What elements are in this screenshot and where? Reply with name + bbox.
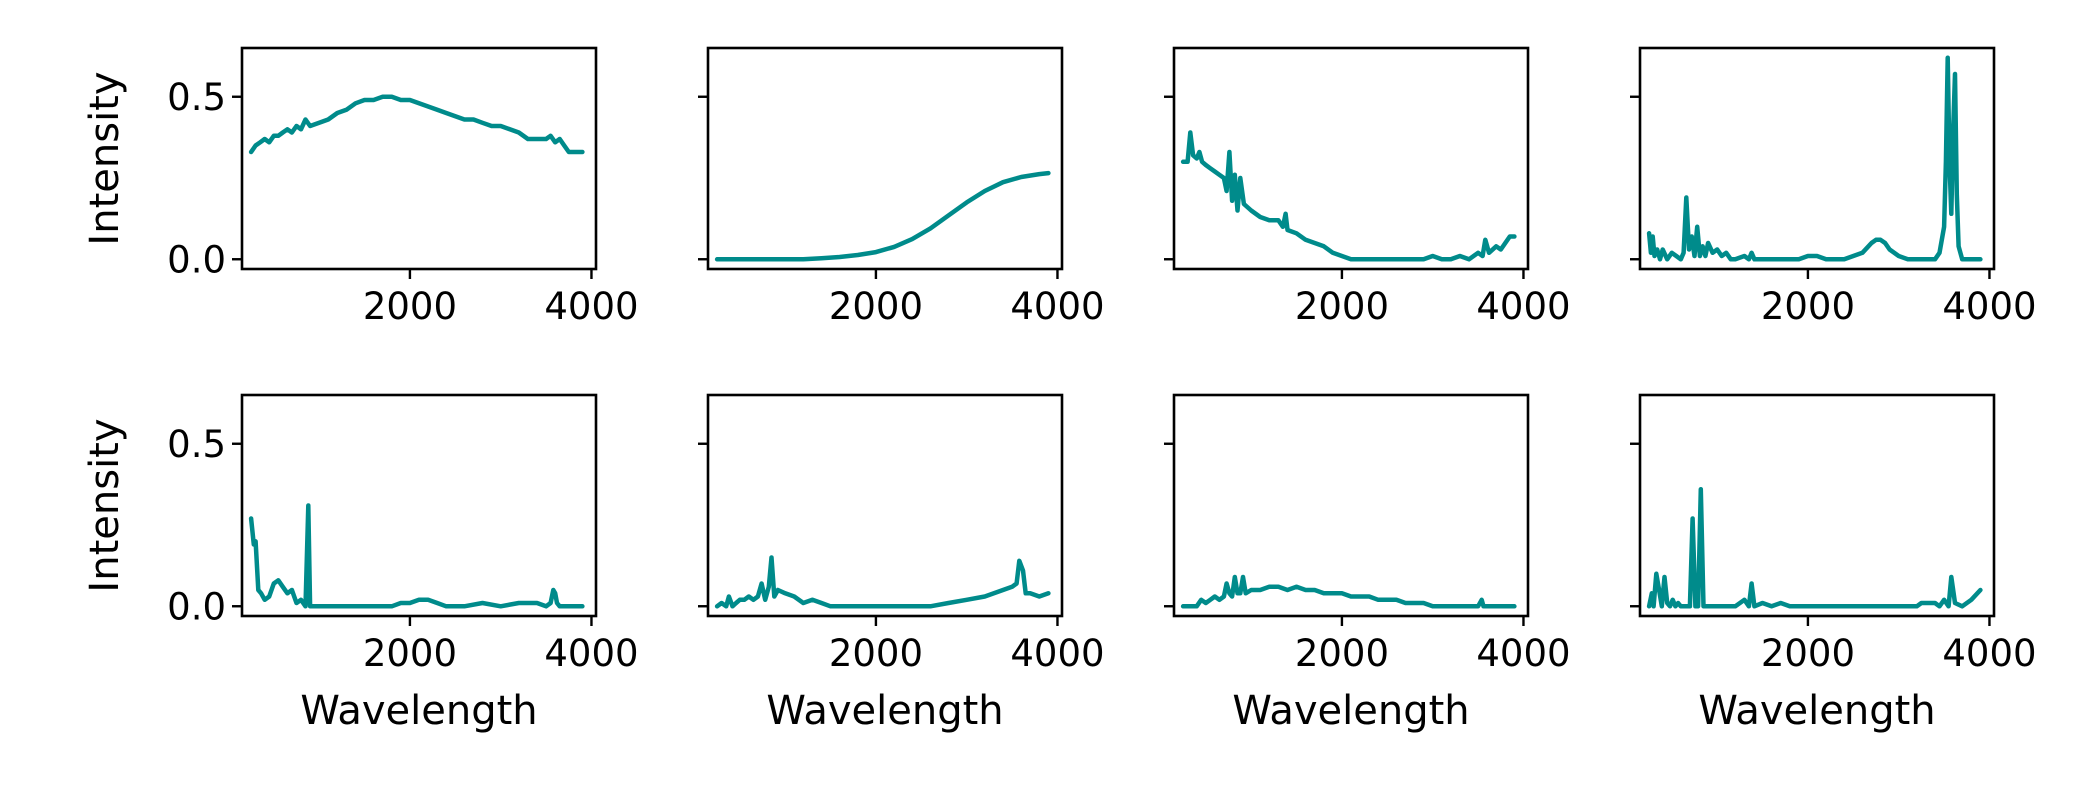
x-tick-label: 4000	[544, 285, 638, 328]
y-tick-label: 0.0	[167, 238, 226, 281]
series-line	[1646, 487, 1983, 609]
x-tick-label: 2000	[1295, 632, 1389, 675]
x-tick-label: 2000	[829, 285, 923, 328]
axes-frame	[1172, 393, 1530, 618]
series-line	[248, 94, 585, 155]
x-tick-label: 2000	[1761, 632, 1855, 675]
subplot-r0c1: 2000 4000	[698, 46, 1105, 328]
axes-frame	[1172, 46, 1530, 271]
y-tick-label: 0.5	[167, 76, 226, 119]
x-tick-label: 4000	[1010, 285, 1104, 328]
x-tick-label: 4000	[1010, 632, 1104, 675]
x-tick-label: 4000	[1476, 285, 1570, 328]
x-tick-label: 2000	[829, 632, 923, 675]
subplot-r1c0: 2000 4000 0.0 0.5 Wavelength Intensity	[82, 393, 639, 734]
axes-frame	[1638, 393, 1996, 618]
axes-frame	[240, 393, 598, 618]
y-axis-label: Intensity	[82, 418, 128, 592]
x-tick-label: 2000	[363, 632, 457, 675]
y-tick-label: 0.5	[167, 423, 226, 466]
series-line	[248, 503, 585, 609]
axes-frame	[706, 393, 1064, 618]
subplot-r0c2: 2000 4000	[1164, 46, 1571, 328]
y-axis-label: Intensity	[82, 71, 128, 245]
x-axis-label: Wavelength	[1698, 688, 1935, 734]
x-tick-label: 4000	[544, 632, 638, 675]
x-axis-label: Wavelength	[1232, 688, 1469, 734]
x-tick-label: 2000	[363, 285, 457, 328]
x-tick-label: 2000	[1295, 285, 1389, 328]
subplot-r0c0: 2000 4000 0.0 0.5 Intensity	[82, 46, 639, 328]
series-line	[1646, 55, 1983, 262]
subplot-r0c3: 2000 4000	[1630, 46, 2037, 328]
x-tick-label: 4000	[1942, 632, 2036, 675]
x-axis-label: Wavelength	[766, 688, 1003, 734]
series-line	[1180, 130, 1517, 262]
series-line	[714, 555, 1051, 609]
series-line	[714, 170, 1051, 262]
axes-frame	[706, 46, 1064, 271]
x-tick-label: 4000	[1942, 285, 2036, 328]
x-axis-label: Wavelength	[300, 688, 537, 734]
x-tick-label: 2000	[1761, 285, 1855, 328]
series-line	[1180, 574, 1517, 609]
axes-frame	[240, 46, 598, 271]
x-tick-label: 4000	[1476, 632, 1570, 675]
axes-frame	[1638, 46, 1996, 271]
y-tick-label: 0.0	[167, 585, 226, 628]
